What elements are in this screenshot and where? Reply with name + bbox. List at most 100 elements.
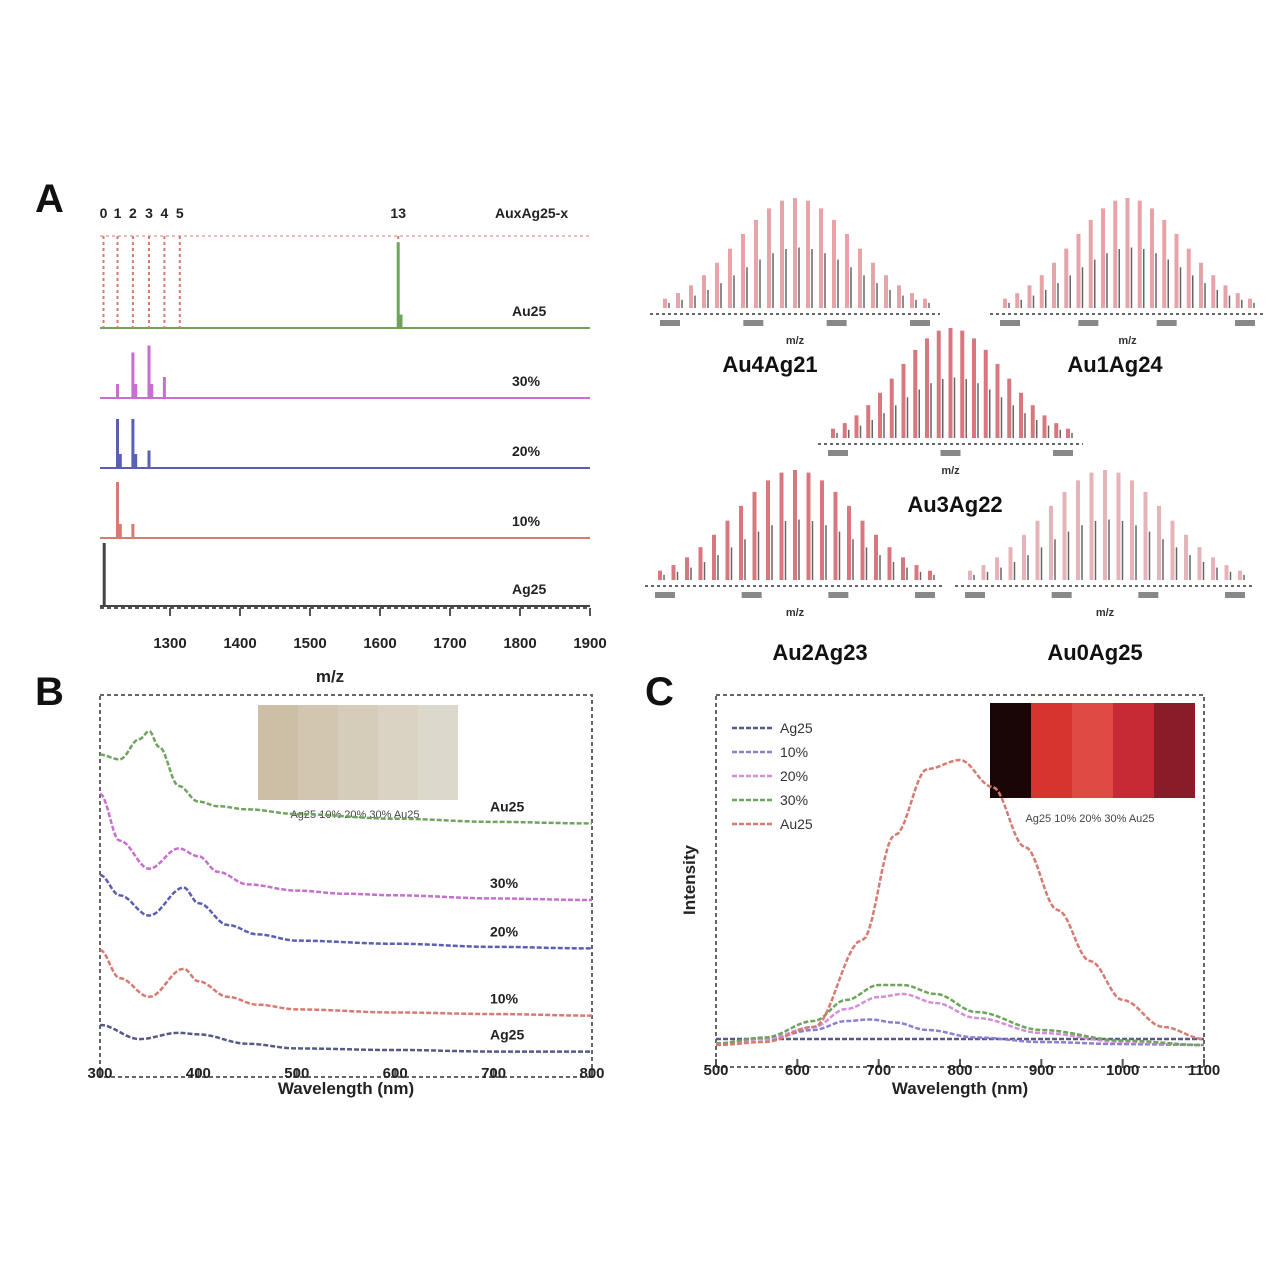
panel-c-legend-label-10: 10% bbox=[780, 744, 808, 760]
inset-tick-0 bbox=[655, 592, 675, 598]
panel-a-peak-label-13: 13 bbox=[390, 205, 406, 221]
inset-tick-0 bbox=[828, 450, 848, 456]
panel-c-line-30 bbox=[715, 983, 1205, 1047]
panel-c-line-10 bbox=[715, 1018, 1204, 1047]
inset-tick-1 bbox=[1078, 320, 1099, 326]
inset-x-label: m/z bbox=[1118, 335, 1137, 347]
inset-tick-0 bbox=[1000, 320, 1020, 326]
inset-tick-2 bbox=[826, 320, 847, 326]
panel-c-legend-label-au25: Au25 bbox=[780, 816, 813, 832]
inset-au3ag22: m/z Au3Ag22 bbox=[818, 328, 1083, 517]
panel-a-label-au25: Au25 bbox=[512, 303, 546, 319]
panel-a-tick-label-1400: 1400 bbox=[223, 635, 256, 652]
inset-tick-1 bbox=[1051, 592, 1072, 598]
panel-a-tick-label-1600: 1600 bbox=[363, 635, 396, 652]
panel-a-trace-ag25 bbox=[100, 543, 590, 607]
panel-c-vial-0 bbox=[990, 703, 1031, 798]
panel-c-vial-3 bbox=[1113, 703, 1154, 798]
panel-c-y-label: Intensity bbox=[680, 845, 699, 915]
inset-x-label: m/z bbox=[786, 335, 805, 347]
inset-label: Au0Ag25 bbox=[1047, 640, 1142, 665]
inset-tick-2 bbox=[1053, 450, 1073, 456]
panel-c-vial-1 bbox=[1031, 703, 1072, 798]
panel-b-line-au25 bbox=[99, 730, 592, 825]
panel-c-legend: Ag25 10% 20% 30% Au25 bbox=[732, 720, 813, 832]
panel-b-label-au25: Au25 bbox=[490, 798, 524, 814]
panel-b-tick-label-500: 500 bbox=[284, 1065, 309, 1082]
inset-x-label: m/z bbox=[1096, 607, 1115, 619]
panel-c-tick-label-900: 900 bbox=[1029, 1062, 1054, 1079]
panel-c-swatch-caption: Ag25 10% 20% 30% Au25 bbox=[1025, 813, 1154, 825]
panel-a-peak-label-5: 5 bbox=[176, 205, 184, 221]
panel-a-tick-label-1900: 1900 bbox=[573, 635, 606, 652]
panel-b-vial-2 bbox=[338, 705, 378, 800]
panel-a-labels: 0 1 2 3 4 5 13 AuxAg25-x Au25 30% 20% 10% Ag25 bbox=[100, 205, 569, 597]
inset-x-label: m/z bbox=[941, 465, 960, 477]
inset-label: Au4Ag21 bbox=[722, 352, 817, 377]
panel-c-frame bbox=[715, 694, 1205, 1068]
panel-c-tick-label-600: 600 bbox=[785, 1062, 810, 1079]
panel-c-legend-label-20: 20% bbox=[780, 768, 808, 784]
panel-a-legend-header: AuxAg25-x bbox=[495, 205, 568, 221]
inset-tick-1 bbox=[741, 592, 762, 598]
panel-b-frame bbox=[99, 694, 593, 1078]
inset-tick-2 bbox=[828, 592, 849, 598]
inset-tick-0 bbox=[965, 592, 985, 598]
panel-c-series bbox=[715, 758, 1205, 1047]
inset-au4ag21: m/z Au4Ag21 bbox=[650, 198, 940, 377]
inset-tick-3 bbox=[1235, 320, 1255, 326]
inset-x-label: m/z bbox=[786, 607, 805, 619]
panel-b-label-ag25: Ag25 bbox=[490, 1027, 524, 1043]
panel-b-vial-0 bbox=[258, 705, 298, 800]
inset-au2ag23: m/z Au2Ag23 bbox=[645, 470, 945, 665]
panel-a-trace-au25 bbox=[100, 236, 590, 329]
panel-a-label-20: 20% bbox=[512, 443, 541, 459]
panel-b-line-20 bbox=[99, 873, 592, 950]
panel-c-tick-label-1100: 1100 bbox=[1188, 1062, 1221, 1079]
panel-b-tick-label-400: 400 bbox=[186, 1065, 211, 1082]
panel-b-label-30: 30% bbox=[490, 875, 519, 891]
panel-c-tick-label-700: 700 bbox=[866, 1062, 891, 1079]
panel-b-swatch bbox=[258, 705, 458, 800]
inset-label: Au2Ag23 bbox=[772, 640, 867, 665]
panel-a-label-10: 10% bbox=[512, 513, 541, 529]
panel-b-vial-1 bbox=[298, 705, 338, 800]
panel-c-tick-label-500: 500 bbox=[703, 1062, 728, 1079]
panel-a-label-ag25: Ag25 bbox=[512, 581, 546, 597]
inset-tick-3 bbox=[1225, 592, 1245, 598]
inset-au0ag25: m/z Au0Ag25 bbox=[955, 470, 1255, 665]
panel-c-swatch bbox=[990, 703, 1195, 798]
panel-a-traces bbox=[100, 235, 590, 607]
panel-b-line-ag25 bbox=[99, 1023, 592, 1053]
panel-b-vial-3 bbox=[378, 705, 418, 800]
panel-a-peak-label-0: 0 bbox=[100, 205, 108, 221]
panel-b-tick-label-700: 700 bbox=[481, 1065, 506, 1082]
panel-c-vial-4 bbox=[1154, 703, 1195, 798]
panel-b-ticks: 300 400 500 600 700 800 bbox=[87, 1065, 604, 1082]
inset-tick-3 bbox=[915, 592, 935, 598]
panel-letter-b: B bbox=[35, 670, 64, 714]
panel-a: A 1300 1400 1500 1600 1700 1800 1900 0 1 2 3 4 5 13 A… bbox=[35, 177, 607, 686]
inset-tick-1 bbox=[940, 450, 961, 456]
panel-a-ticks: 1300 1400 1500 1600 1700 1800 1900 bbox=[153, 608, 607, 652]
panel-b-swatch-caption: Ag25 10% 20% 30% Au25 bbox=[290, 809, 419, 821]
inset-au1ag24: m/z Au1Ag24 bbox=[990, 198, 1265, 377]
panel-b-tick-label-600: 600 bbox=[383, 1065, 408, 1082]
panel-a-tick-label-1700: 1700 bbox=[433, 635, 466, 652]
inset-tick-0 bbox=[660, 320, 680, 326]
panel-a-peak-label-1: 1 bbox=[114, 205, 122, 221]
panel-b-label-10: 10% bbox=[490, 991, 519, 1007]
panel-c-x-label: Wavelength (nm) bbox=[892, 1079, 1028, 1098]
panel-b-line-30 bbox=[99, 792, 592, 902]
panel-letter-c: C bbox=[645, 670, 674, 714]
inset-label: Au1Ag24 bbox=[1067, 352, 1163, 377]
panel-a-trace-10 bbox=[100, 482, 590, 539]
panel-a-x-label: m/z bbox=[316, 667, 344, 686]
panel-a-peak-label-3: 3 bbox=[145, 205, 153, 221]
panel-a-tick-label-1300: 1300 bbox=[153, 635, 186, 652]
panel-c-ticks: 500 600 700 800 900 1000 1100 bbox=[703, 1059, 1220, 1079]
panel-c-legend-label-30: 30% bbox=[780, 792, 808, 808]
panel-c-legend-label-ag25: Ag25 bbox=[780, 720, 813, 736]
panel-a-label-30: 30% bbox=[512, 373, 541, 389]
